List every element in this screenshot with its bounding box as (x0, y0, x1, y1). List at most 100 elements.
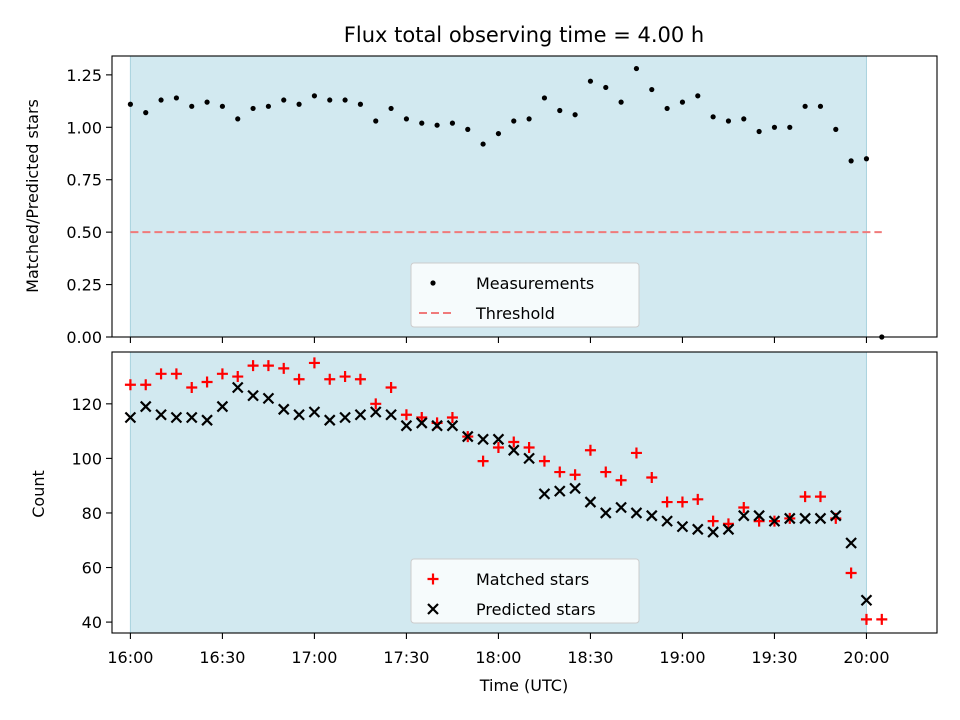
measurements-point (833, 126, 839, 132)
bottom-legend: Matched stars Predicted stars (410, 558, 640, 624)
measurements-point (296, 101, 302, 107)
measurements-point (618, 99, 624, 105)
predicted-stars-legend-swatch (427, 603, 439, 615)
predicted-stars-point (553, 485, 566, 497)
x-tick-label: 17:30 (383, 648, 429, 667)
matched-stars-point (492, 441, 504, 453)
bottom-y-tick-label: 60 (82, 559, 102, 578)
x-tick-label: 16:00 (107, 648, 153, 667)
x-tick-label: 18:00 (475, 648, 521, 667)
top-y-axis-label: Matched/Predicted stars (23, 99, 42, 293)
bottom-y-tick-label: 100 (71, 449, 102, 468)
predicted-stars-point (584, 496, 597, 508)
matched-stars-point (692, 493, 704, 505)
predicted-stars-point (247, 389, 259, 402)
matched-stars-point (339, 371, 351, 383)
measurements-point (848, 158, 854, 164)
predicted-stars-point (185, 411, 198, 424)
predicted-stars-point (124, 411, 137, 424)
measurements-point (787, 124, 793, 130)
matched-stars-point (201, 376, 213, 388)
x-axis-label: Time (UTC) (479, 676, 568, 695)
bottom-legend-box (410, 558, 640, 624)
measurements-point (311, 93, 318, 99)
matched-stars-point (324, 373, 336, 385)
predicted-stars-point (692, 523, 704, 536)
matched-stars-point (600, 466, 612, 478)
predicted-stars-legend-label: Predicted stars (476, 600, 596, 619)
bottom-axes-frame (111, 351, 938, 634)
measurements-legend-label: Measurements (476, 274, 594, 293)
predicted-stars-point (339, 411, 351, 424)
matched-stars-point (661, 496, 673, 508)
predicted-stars-point (277, 403, 290, 416)
x-tick-label: 18:30 (567, 648, 613, 667)
predicted-stars-point (768, 515, 781, 527)
measurements-point (265, 103, 272, 109)
predicted-stars-point (415, 417, 428, 429)
measurements-point (863, 156, 870, 162)
predicted-stars-point (753, 509, 765, 522)
top-panel: 0.00 0.25 0.50 0.75 1.00 1.25 Matched/Predict… (23, 55, 938, 347)
predicted-stars-point (155, 408, 167, 421)
predicted-stars-point (830, 509, 842, 522)
matched-stars-point (416, 411, 428, 423)
matched-stars-point (262, 360, 274, 372)
predicted-stars-point (216, 400, 229, 413)
matched-stars-point (876, 613, 888, 625)
matched-stars-legend-label: Matched stars (476, 570, 589, 589)
measurements-point (526, 116, 532, 122)
bottom-panel: 40 60 80 100 120 16:00 16:30 17:00 17:30 18:00 18:… (29, 351, 938, 695)
predicted-stars-point (431, 419, 443, 432)
top-legend-box (410, 262, 640, 328)
predicted-stars-point (599, 507, 612, 519)
matched-stars-point (385, 381, 397, 393)
measurements-point (158, 97, 164, 103)
measurements-point (664, 105, 670, 112)
matched-stars-point (354, 373, 366, 385)
predicted-stars-point (538, 488, 551, 500)
measurements-point (725, 118, 732, 124)
matched-stars-point (584, 444, 596, 456)
measurements-point (235, 116, 241, 122)
bottom-y-tick-label: 80 (82, 504, 102, 523)
measurements-point (357, 101, 364, 107)
matched-stars-point (738, 502, 750, 514)
predicted-stars-point (293, 408, 305, 421)
matched-stars-point (247, 360, 259, 372)
measurements-point (771, 124, 778, 130)
measurements-point (587, 78, 594, 84)
matched-stars-point (814, 491, 826, 503)
predicted-stars-point (738, 509, 750, 522)
matched-stars-point (446, 411, 458, 423)
measurements-point (572, 112, 578, 118)
predicted-stars-point (385, 408, 397, 421)
measurements-point (465, 126, 471, 132)
matched-stars-point (538, 455, 550, 467)
predicted-stars-point (799, 512, 811, 525)
predicted-stars-point (661, 515, 673, 527)
matched-stars-point (124, 379, 136, 391)
measurements-point (219, 103, 226, 109)
predicted-stars-point (369, 406, 382, 418)
x-tick-label: 17:00 (291, 648, 337, 667)
top-y-tick-label: 0.25 (66, 276, 102, 295)
predicted-stars-point (860, 594, 873, 607)
predicted-stars-point (308, 406, 321, 418)
matched-stars-point (646, 471, 658, 483)
predicted-stars-point (139, 400, 152, 413)
matched-stars-point (722, 518, 734, 530)
predicted-stars-point (645, 509, 658, 522)
matched-stars-point (477, 455, 489, 467)
measurements-point (817, 103, 824, 109)
predicted-stars-point (507, 444, 520, 456)
measurements-point (373, 118, 379, 124)
matched-stars-point (615, 474, 627, 486)
bottom-y-axis-label: Count (29, 470, 48, 518)
measurements-point (189, 103, 195, 109)
threshold-legend-label: Threshold (475, 304, 555, 323)
matched-stars-point (799, 491, 811, 503)
measurements-point (434, 122, 440, 128)
matched-stars-point (370, 398, 382, 410)
predicted-stars-point (201, 414, 213, 426)
